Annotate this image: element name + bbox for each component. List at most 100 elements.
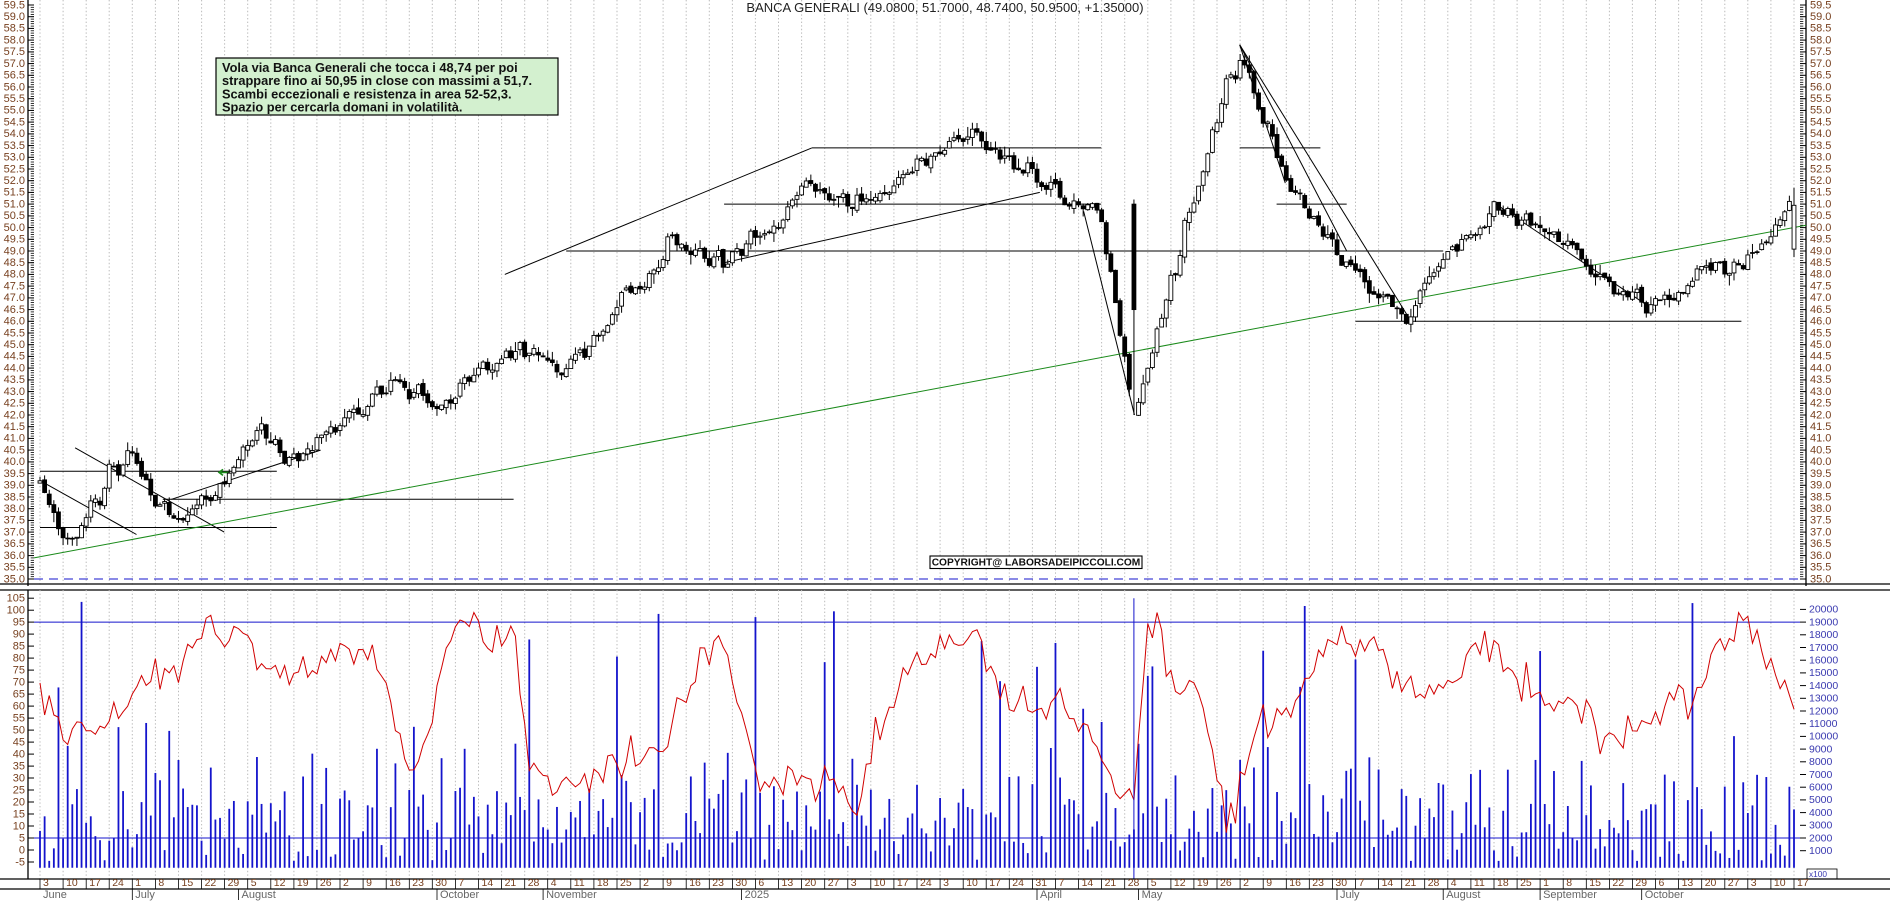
- svg-text:17: 17: [1797, 877, 1809, 889]
- svg-text:6: 6: [758, 877, 764, 889]
- svg-text:1000: 1000: [1809, 845, 1833, 857]
- svg-text:18000: 18000: [1809, 629, 1838, 641]
- svg-text:56.0: 56.0: [4, 81, 25, 93]
- svg-text:95: 95: [13, 616, 25, 628]
- svg-text:45.5: 45.5: [4, 327, 25, 339]
- svg-text:48.0: 48.0: [4, 269, 25, 281]
- svg-text:57.5: 57.5: [1810, 46, 1831, 58]
- svg-text:49.5: 49.5: [4, 234, 25, 246]
- svg-text:2: 2: [643, 877, 649, 889]
- svg-text:7000: 7000: [1809, 769, 1833, 781]
- svg-text:3: 3: [851, 877, 857, 889]
- svg-text:17: 17: [989, 877, 1001, 889]
- svg-text:39.5: 39.5: [1810, 468, 1831, 480]
- svg-text:55.5: 55.5: [1810, 93, 1831, 105]
- svg-text:8000: 8000: [1809, 756, 1833, 768]
- svg-text:50.5: 50.5: [1810, 210, 1831, 222]
- svg-text:36.5: 36.5: [1810, 538, 1831, 550]
- svg-text:3: 3: [943, 877, 949, 889]
- svg-text:48.5: 48.5: [1810, 257, 1831, 269]
- svg-text:19000: 19000: [1809, 616, 1838, 628]
- svg-text:16: 16: [1289, 877, 1301, 889]
- svg-text:45.5: 45.5: [1810, 327, 1831, 339]
- svg-text:38.0: 38.0: [4, 503, 25, 515]
- svg-text:70: 70: [13, 676, 25, 688]
- svg-text:52.0: 52.0: [4, 175, 25, 187]
- svg-text:9: 9: [666, 877, 672, 889]
- svg-text:August: August: [242, 889, 276, 901]
- svg-text:24: 24: [112, 877, 124, 889]
- svg-text:8: 8: [1566, 877, 1572, 889]
- svg-text:22: 22: [205, 877, 217, 889]
- svg-text:6000: 6000: [1809, 782, 1833, 794]
- svg-text:7: 7: [1059, 877, 1065, 889]
- svg-text:51.5: 51.5: [4, 187, 25, 199]
- svg-text:56.5: 56.5: [1810, 70, 1831, 82]
- svg-text:9: 9: [366, 877, 372, 889]
- svg-text:10: 10: [966, 877, 978, 889]
- svg-text:10: 10: [1774, 877, 1786, 889]
- svg-text:35.5: 35.5: [4, 562, 25, 574]
- svg-text:44.5: 44.5: [1810, 351, 1831, 363]
- svg-text:46.5: 46.5: [1810, 304, 1831, 316]
- svg-text:55: 55: [13, 712, 25, 724]
- svg-text:22: 22: [1612, 877, 1624, 889]
- svg-text:44.0: 44.0: [4, 362, 25, 374]
- svg-text:45.0: 45.0: [4, 339, 25, 351]
- svg-text:60: 60: [13, 700, 25, 712]
- svg-text:15: 15: [13, 808, 25, 820]
- svg-text:37.0: 37.0: [1810, 526, 1831, 538]
- svg-text:19: 19: [297, 877, 309, 889]
- svg-text:4000: 4000: [1809, 807, 1833, 819]
- svg-text:42.0: 42.0: [4, 409, 25, 421]
- svg-text:23: 23: [412, 877, 424, 889]
- svg-text:59.0: 59.0: [4, 11, 25, 23]
- svg-text:3000: 3000: [1809, 820, 1833, 832]
- svg-text:10: 10: [874, 877, 886, 889]
- svg-text:14: 14: [1082, 877, 1094, 889]
- svg-text:9000: 9000: [1809, 743, 1833, 755]
- svg-text:43.0: 43.0: [1810, 386, 1831, 398]
- svg-text:53.5: 53.5: [4, 140, 25, 152]
- svg-text:30: 30: [735, 877, 747, 889]
- svg-text:20: 20: [13, 796, 25, 808]
- svg-text:21: 21: [1105, 877, 1117, 889]
- svg-text:58.0: 58.0: [1810, 34, 1831, 46]
- svg-text:49.5: 49.5: [1810, 234, 1831, 246]
- svg-text:52.0: 52.0: [1810, 175, 1831, 187]
- svg-text:COPYRIGHT@ LABORSADEIPICCOLI.C: COPYRIGHT@ LABORSADEIPICCOLI.COM: [932, 558, 1141, 569]
- svg-text:15: 15: [182, 877, 194, 889]
- svg-text:38.5: 38.5: [1810, 491, 1831, 503]
- svg-text:46.5: 46.5: [4, 304, 25, 316]
- svg-text:28: 28: [1128, 877, 1140, 889]
- svg-text:35: 35: [13, 760, 25, 772]
- svg-text:38.0: 38.0: [1810, 503, 1831, 515]
- svg-text:40.5: 40.5: [4, 444, 25, 456]
- svg-text:52.5: 52.5: [4, 163, 25, 175]
- svg-text:53.5: 53.5: [1810, 140, 1831, 152]
- svg-text:-5: -5: [15, 856, 25, 868]
- svg-text:12000: 12000: [1809, 705, 1838, 717]
- svg-text:59.0: 59.0: [1810, 11, 1831, 23]
- svg-text:41.5: 41.5: [4, 421, 25, 433]
- svg-text:23: 23: [1312, 877, 1324, 889]
- svg-text:25: 25: [1520, 877, 1532, 889]
- svg-text:10000: 10000: [1809, 731, 1838, 743]
- svg-text:50: 50: [13, 724, 25, 736]
- svg-text:9: 9: [1266, 877, 1272, 889]
- svg-text:36.5: 36.5: [4, 538, 25, 550]
- svg-text:15: 15: [1589, 877, 1601, 889]
- svg-text:80: 80: [13, 652, 25, 664]
- svg-text:11: 11: [574, 877, 585, 889]
- svg-text:16000: 16000: [1809, 655, 1838, 667]
- svg-text:46.0: 46.0: [4, 316, 25, 328]
- svg-text:40: 40: [13, 748, 25, 760]
- svg-text:5: 5: [19, 832, 25, 844]
- svg-text:41.0: 41.0: [1810, 433, 1831, 445]
- svg-text:47.5: 47.5: [1810, 280, 1831, 292]
- svg-text:26: 26: [1220, 877, 1232, 889]
- svg-text:85: 85: [13, 640, 25, 652]
- svg-text:July: July: [1340, 889, 1360, 901]
- svg-text:5: 5: [1151, 877, 1157, 889]
- svg-text:48.0: 48.0: [1810, 269, 1831, 281]
